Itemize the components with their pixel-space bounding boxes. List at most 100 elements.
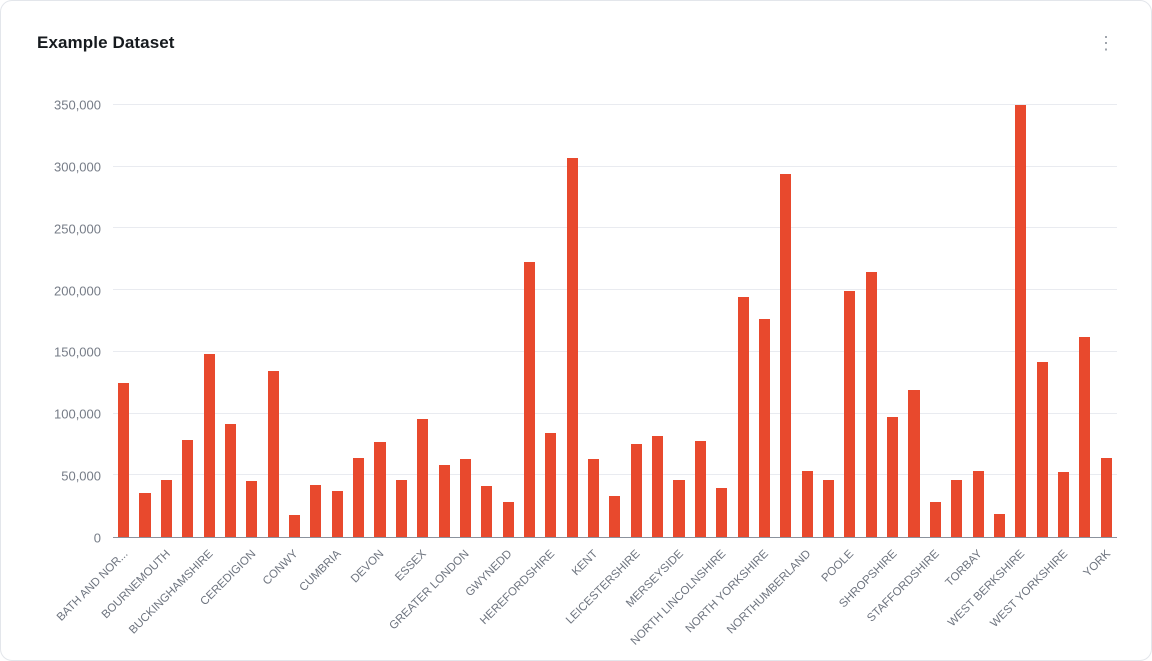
bar[interactable]: [908, 389, 920, 537]
bar[interactable]: [1079, 337, 1091, 537]
bar[interactable]: [1015, 105, 1027, 537]
kebab-menu-button[interactable]: ⋮: [1091, 32, 1121, 54]
bar-slot: [711, 105, 732, 537]
bar[interactable]: [438, 465, 450, 537]
bar[interactable]: [1036, 362, 1048, 537]
bar-slot: [839, 105, 860, 537]
bar[interactable]: [417, 418, 429, 537]
x-tick-label: STAFFORDSHIRE: [865, 548, 942, 625]
bar[interactable]: [395, 479, 407, 537]
bar-slot: [1074, 105, 1095, 537]
bar[interactable]: [630, 443, 642, 537]
x-tick-label: BATH AND NOR...: [54, 548, 131, 624]
gridline: [113, 474, 1117, 476]
x-tick-label: LEICESTERSHIRE: [564, 548, 643, 627]
bar-slot: [1096, 105, 1117, 537]
bar[interactable]: [972, 470, 984, 537]
bar-slot: [647, 105, 668, 537]
bar[interactable]: [481, 486, 493, 537]
bar-slot: [604, 105, 625, 537]
bar[interactable]: [224, 424, 237, 537]
bar[interactable]: [844, 290, 856, 537]
x-tick-label: DEVON: [349, 548, 387, 586]
bar-slot: [198, 105, 219, 537]
bar[interactable]: [801, 470, 813, 537]
bar[interactable]: [652, 435, 664, 537]
x-tick-label: NORTH YORKSHIRE: [683, 548, 772, 636]
card-header: Example Dataset ⋮: [1, 1, 1151, 57]
bar[interactable]: [609, 495, 621, 537]
bar-slot: [156, 105, 177, 537]
bar[interactable]: [160, 480, 172, 537]
bar[interactable]: [374, 441, 386, 537]
bar-slot: [113, 105, 134, 537]
x-tick-label: HEREFORDSHIRE: [478, 548, 558, 627]
bar-slot: [241, 105, 262, 537]
bar-slot: [882, 105, 903, 537]
bar[interactable]: [1057, 472, 1070, 537]
bar-slot: [391, 105, 412, 537]
bar[interactable]: [1100, 458, 1112, 537]
bar[interactable]: [502, 502, 514, 537]
bar-slot: [540, 105, 561, 537]
bar-slot: [818, 105, 839, 537]
bar[interactable]: [267, 371, 279, 537]
y-tick-label: 150,000: [54, 344, 101, 360]
x-tick-label: WEST BERKSHIRE: [946, 548, 1028, 630]
x-tick-label: CUMBRIA: [297, 548, 344, 594]
bar[interactable]: [523, 261, 536, 537]
x-tick-label: GREATER LONDON: [387, 548, 472, 633]
bar[interactable]: [993, 513, 1005, 537]
bar[interactable]: [588, 459, 600, 537]
bar[interactable]: [289, 514, 301, 537]
gridline: [113, 412, 1117, 414]
y-tick-label: 300,000: [54, 159, 101, 175]
bar[interactable]: [865, 272, 877, 537]
bar[interactable]: [951, 479, 963, 537]
bar[interactable]: [929, 501, 941, 537]
x-tick-label: KENT: [569, 548, 601, 579]
bar[interactable]: [182, 439, 194, 537]
bar[interactable]: [203, 354, 215, 537]
bar[interactable]: [246, 481, 258, 537]
page-title: Example Dataset: [37, 33, 175, 52]
bar[interactable]: [310, 485, 322, 537]
x-tick-label: TORBAY: [943, 548, 985, 590]
bar[interactable]: [545, 432, 557, 537]
bar[interactable]: [353, 458, 365, 537]
gridline: [113, 289, 1117, 291]
bar[interactable]: [118, 383, 130, 537]
bar[interactable]: [737, 296, 749, 537]
bar[interactable]: [566, 158, 578, 537]
bar-slot: [348, 105, 369, 537]
bar[interactable]: [758, 319, 770, 537]
bar-slot: [433, 105, 454, 537]
x-tick-label: NORTHUMBERLAND: [725, 548, 814, 637]
bar-slot: [134, 105, 155, 537]
bar-slot: [220, 105, 241, 537]
y-tick-label: 50,000: [61, 468, 101, 484]
x-tick-label: WEST YORKSHIRE: [988, 548, 1071, 630]
bar-slot: [369, 105, 390, 537]
y-tick-label: 250,000: [54, 221, 101, 237]
bar[interactable]: [673, 479, 685, 537]
y-tick-label: 0: [93, 530, 101, 546]
bar[interactable]: [716, 487, 728, 537]
bar[interactable]: [694, 440, 706, 537]
bar[interactable]: [459, 459, 471, 537]
bar[interactable]: [822, 479, 835, 537]
x-tick-label: ESSEX: [393, 548, 430, 584]
bar[interactable]: [780, 174, 792, 537]
bar-slot: [732, 105, 753, 537]
bar[interactable]: [331, 490, 343, 537]
bar[interactable]: [139, 492, 151, 537]
x-tick-label: YORK: [1081, 548, 1113, 580]
y-axis-labels: 0 50,000 100,000 150,000 200,000 250,000 300,0…: [1, 98, 101, 546]
y-tick-label: 200,000: [54, 283, 101, 299]
bar-slot: [455, 105, 476, 537]
bar-slot: [263, 105, 284, 537]
bar[interactable]: [887, 416, 899, 537]
bar-slot: [754, 105, 775, 537]
bar-slot: [562, 105, 583, 537]
